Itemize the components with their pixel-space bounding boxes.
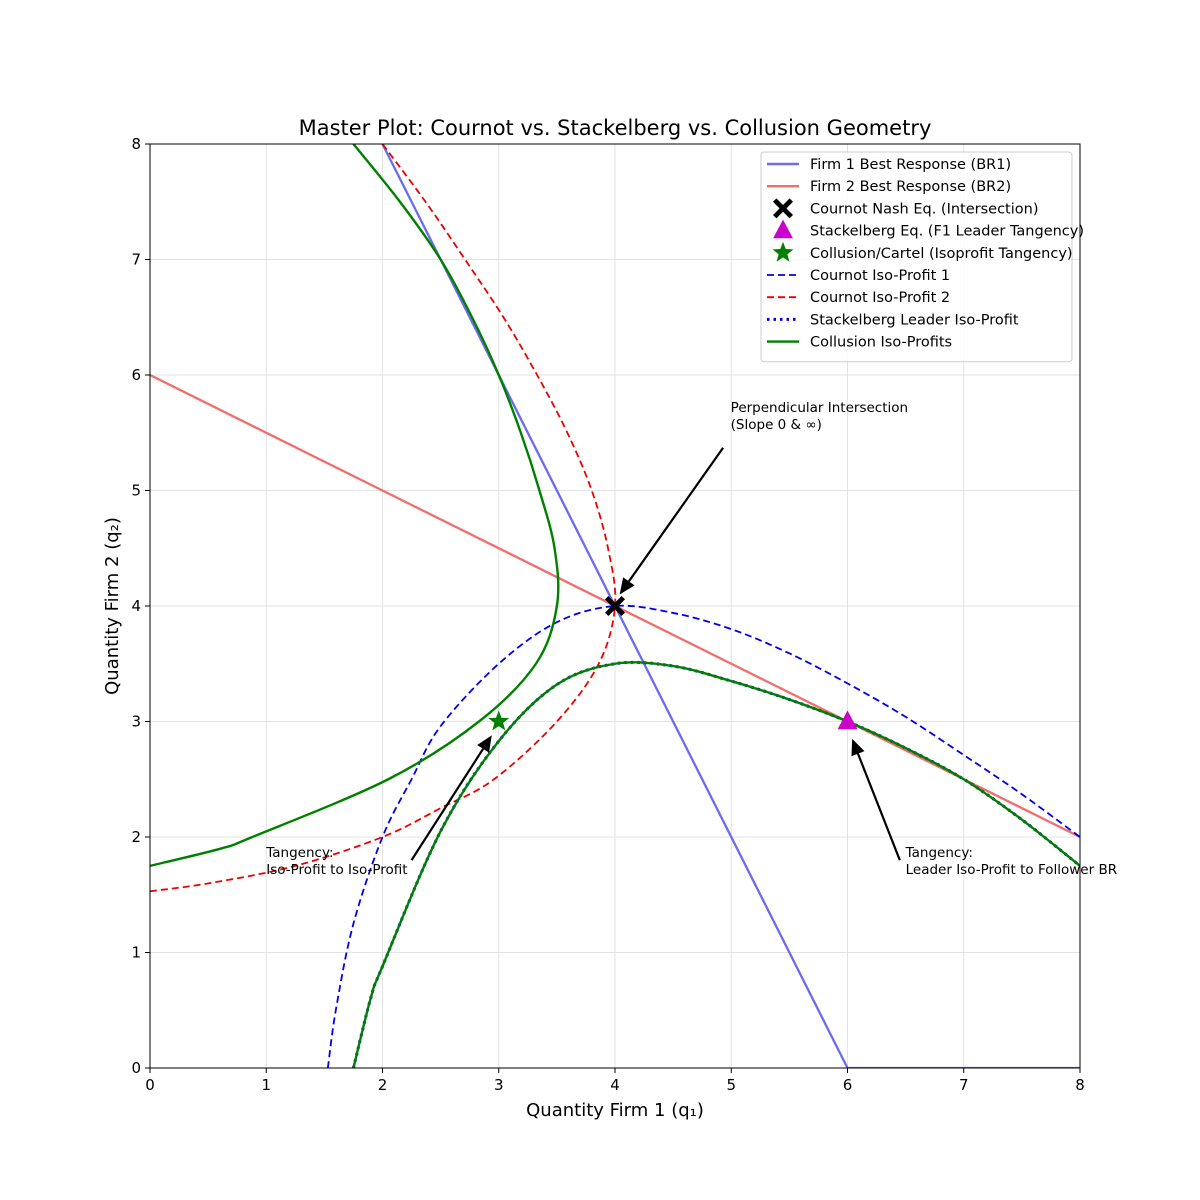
x-tick-label: 2 xyxy=(378,1076,388,1094)
x-tick-label: 4 xyxy=(610,1076,620,1094)
y-tick-label: 2 xyxy=(131,828,141,846)
x-tick-label: 3 xyxy=(494,1076,504,1094)
x-axis-label: Quantity Firm 1 (q₁) xyxy=(526,1100,704,1121)
marker-star-4 xyxy=(488,710,510,731)
legend-marker-3 xyxy=(773,219,793,239)
annotation-arrowhead-0 xyxy=(619,577,635,595)
annotation-text-2: Leader Iso-Profit to Follower BR xyxy=(906,862,1117,878)
chart-title: Master Plot: Cournot vs. Stackelberg vs.… xyxy=(299,116,932,140)
y-tick-label: 6 xyxy=(131,366,141,384)
x-tick-label: 6 xyxy=(843,1076,853,1094)
annotation-text-1: Iso-Profit to Iso-Profit xyxy=(266,862,407,878)
y-tick-label: 3 xyxy=(131,713,141,731)
y-axis-label: Quantity Firm 2 (q₂) xyxy=(102,517,123,695)
legend-label-8: Collusion Iso-Profits xyxy=(810,335,952,351)
y-axis-ticks: 0 1 2 3 4 5 6 7 8 xyxy=(131,135,150,1077)
annotation-arrow-0 xyxy=(627,447,725,583)
annotation-text-0: (Slope 0 & ∞) xyxy=(731,417,822,433)
annotation-text-1: Tangency: xyxy=(265,845,333,861)
y-tick-label: 4 xyxy=(131,597,141,615)
annotation-arrow-1 xyxy=(410,748,485,861)
marker-X-2 xyxy=(605,596,625,616)
legend-marker-4 xyxy=(772,241,794,262)
series-line-0 xyxy=(381,144,1080,1068)
legend-label-3: Stackelberg Eq. (F1 Leader Tangency) xyxy=(810,224,1084,240)
x-tick-label: 8 xyxy=(1075,1076,1085,1094)
plot-frame xyxy=(149,143,1081,1069)
annotation-arrow-2 xyxy=(856,753,901,861)
series-line-8 xyxy=(352,661,1080,1068)
legend-frame xyxy=(760,151,1073,363)
x-axis-ticks: 0 1 2 3 4 5 6 7 8 xyxy=(145,1068,1085,1094)
legend-label-1: Firm 2 Best Response (BR2) xyxy=(810,179,1011,195)
legend-label-7: Stackelberg Leader Iso-Profit xyxy=(810,312,1019,328)
plot-markers xyxy=(488,596,858,731)
y-tick-label: 5 xyxy=(131,482,141,500)
x-tick-label: 0 xyxy=(145,1076,155,1094)
y-tick-label: 1 xyxy=(131,944,141,962)
x-tick-label: 1 xyxy=(261,1076,271,1094)
annotation-arrowhead-1 xyxy=(477,735,492,753)
legend-label-6: Cournot Iso-Profit 2 xyxy=(810,290,950,306)
y-tick-label: 0 xyxy=(131,1059,141,1077)
annotation-text-2: Tangency: xyxy=(905,845,973,861)
y-tick-label: 8 xyxy=(131,135,141,153)
annotations: Perpendicular Intersection(Slope 0 & ∞) T… xyxy=(265,400,1117,878)
legend-marker-2 xyxy=(773,198,793,219)
legend: Firm 1 Best Response (BR1) Firm 2 Best Re… xyxy=(760,151,1084,363)
y-tick-label: 7 xyxy=(131,251,141,269)
annotation-text-0: Perpendicular Intersection xyxy=(731,400,908,416)
legend-label-2: Cournot Nash Eq. (Intersection) xyxy=(810,201,1039,217)
legend-label-0: Firm 1 Best Response (BR1) xyxy=(810,157,1011,173)
series-line-9 xyxy=(150,144,560,868)
annotation-arrowhead-2 xyxy=(851,738,865,757)
legend-label-5: Cournot Iso-Profit 1 xyxy=(810,268,950,284)
x-tick-label: 5 xyxy=(726,1076,736,1094)
legend-label-4: Collusion/Cartel (Isoprofit Tangency) xyxy=(810,246,1073,262)
x-tick-label: 7 xyxy=(959,1076,969,1094)
marker-triangle-3 xyxy=(837,710,858,730)
